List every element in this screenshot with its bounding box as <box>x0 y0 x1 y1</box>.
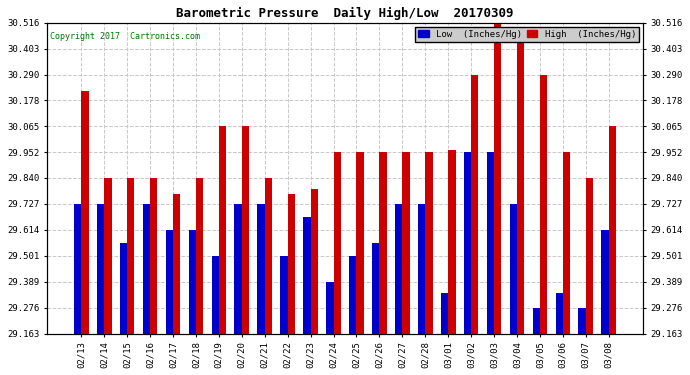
Bar <box>533 308 540 333</box>
Bar <box>471 75 478 333</box>
Bar <box>510 204 517 333</box>
Bar <box>143 204 150 333</box>
Bar <box>235 204 242 333</box>
Bar <box>150 178 157 333</box>
Bar <box>74 204 81 333</box>
Bar <box>464 152 471 333</box>
Bar <box>563 152 570 333</box>
Bar <box>441 293 449 333</box>
Bar <box>97 204 104 333</box>
Bar <box>196 178 204 333</box>
Bar <box>425 152 433 333</box>
Bar <box>517 38 524 333</box>
Bar <box>304 217 310 333</box>
Bar <box>602 230 609 333</box>
Bar <box>257 204 265 333</box>
Bar <box>395 204 402 333</box>
Bar <box>586 178 593 333</box>
Bar <box>127 178 135 333</box>
Bar <box>219 126 226 333</box>
Bar <box>380 152 386 333</box>
Bar <box>120 243 127 333</box>
Bar <box>555 293 563 333</box>
Bar <box>540 75 547 333</box>
Bar <box>357 152 364 333</box>
Bar <box>418 204 425 333</box>
Legend: Low  (Inches/Hg), High  (Inches/Hg): Low (Inches/Hg), High (Inches/Hg) <box>415 27 639 42</box>
Bar <box>265 178 272 333</box>
Bar <box>578 308 586 333</box>
Bar <box>81 91 88 333</box>
Bar <box>349 256 357 333</box>
Bar <box>241 126 249 333</box>
Bar <box>104 178 112 333</box>
Text: Copyright 2017  Cartronics.com: Copyright 2017 Cartronics.com <box>50 32 200 41</box>
Bar <box>402 152 410 333</box>
Bar <box>166 230 173 333</box>
Bar <box>212 256 219 333</box>
Bar <box>609 126 616 333</box>
Bar <box>486 152 494 333</box>
Bar <box>288 194 295 333</box>
Bar <box>494 22 502 333</box>
Title: Barometric Pressure  Daily High/Low  20170309: Barometric Pressure Daily High/Low 20170… <box>176 7 514 20</box>
Bar <box>333 152 341 333</box>
Bar <box>310 189 318 333</box>
Bar <box>448 150 455 333</box>
Bar <box>280 256 288 333</box>
Bar <box>326 282 333 333</box>
Bar <box>188 230 196 333</box>
Bar <box>173 194 180 333</box>
Bar <box>372 243 380 333</box>
